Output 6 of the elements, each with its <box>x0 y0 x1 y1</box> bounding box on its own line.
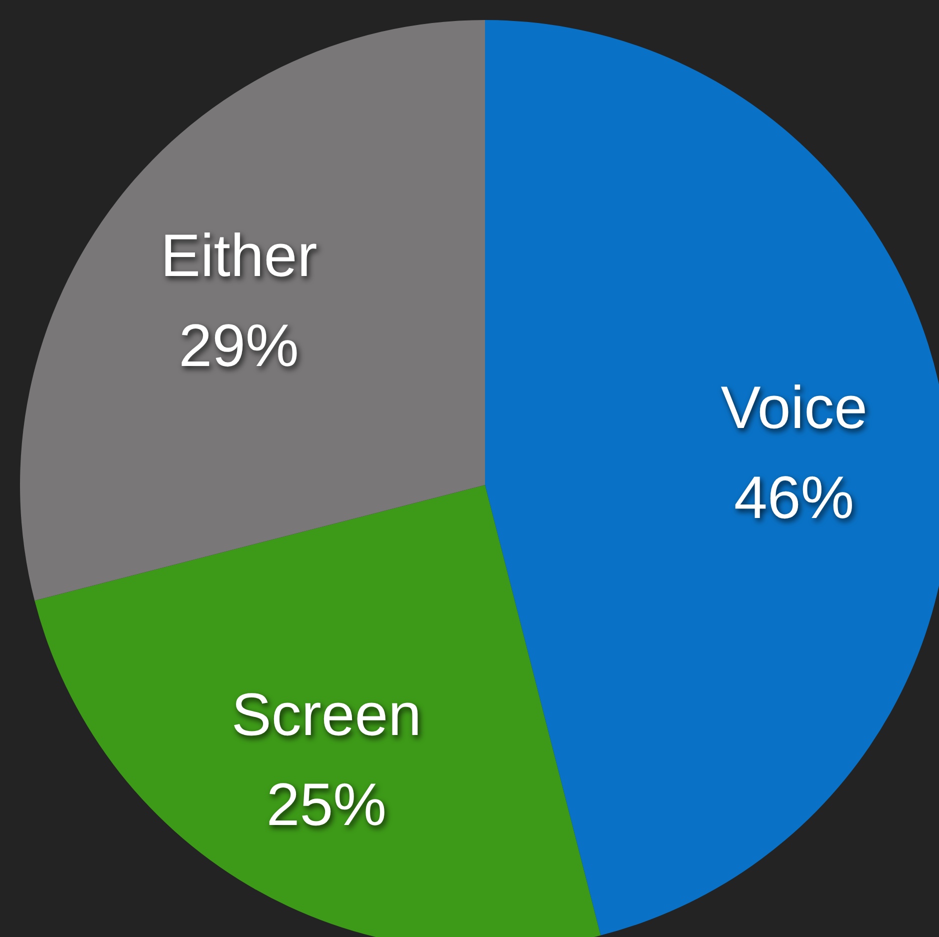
data-label: 29% <box>178 312 299 380</box>
slice-label: Screen <box>231 681 422 748</box>
data-label: 25% <box>266 771 386 838</box>
slice-label: Voice <box>720 374 868 441</box>
data-label: 46% <box>734 464 854 531</box>
slice-label: Either <box>160 222 318 290</box>
